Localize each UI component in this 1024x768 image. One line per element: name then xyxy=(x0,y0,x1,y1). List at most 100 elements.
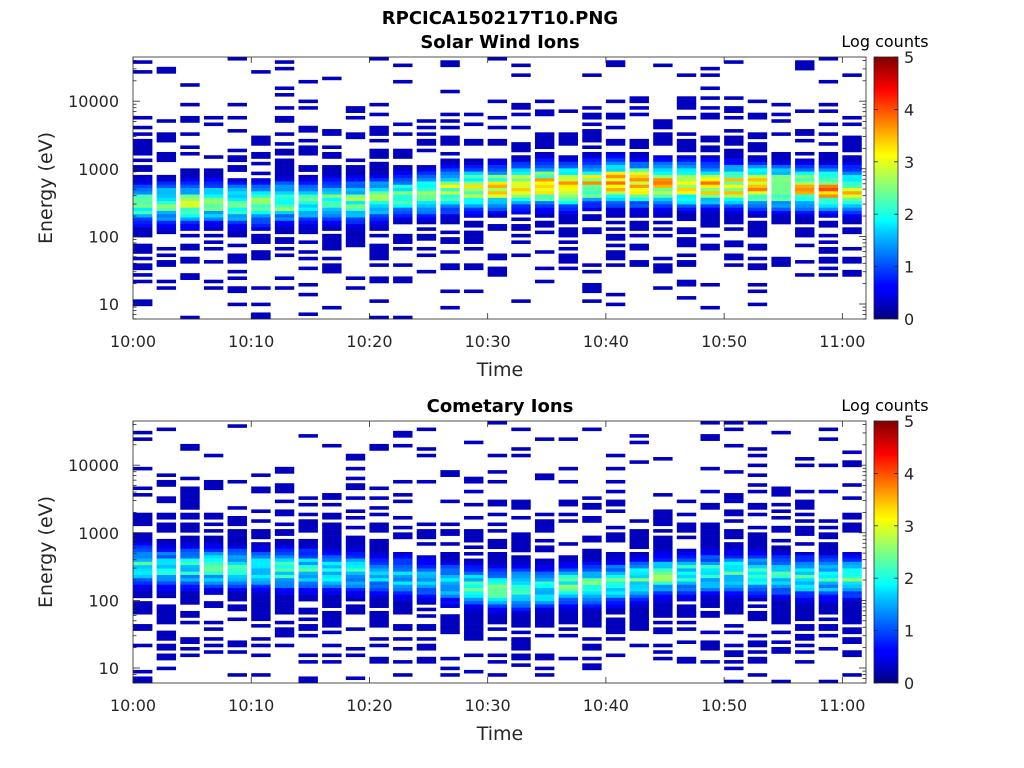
heatmap-cell xyxy=(156,610,177,615)
heatmap-cell xyxy=(842,158,862,163)
colorbar-label-solar-wind: Log counts xyxy=(841,32,928,51)
heatmap-cell xyxy=(322,174,342,179)
heatmap-cell xyxy=(653,568,673,572)
heatmap-cell xyxy=(133,430,153,435)
heatmap-cell xyxy=(842,483,862,487)
heatmap-cell xyxy=(629,227,649,231)
heatmap-cell xyxy=(534,135,555,140)
heatmap-cell xyxy=(322,266,342,271)
heatmap-cell xyxy=(724,548,744,553)
heatmap-cell xyxy=(227,233,247,238)
heatmap-cell xyxy=(795,178,815,182)
heatmap-cell xyxy=(298,224,318,228)
heatmap-cell xyxy=(227,276,247,280)
heatmap-cell xyxy=(511,571,531,576)
heatmap-cell xyxy=(227,188,247,192)
heatmap-cell xyxy=(487,210,508,215)
heatmap-cell xyxy=(180,493,200,497)
heatmap-cell xyxy=(534,191,555,195)
heatmap-cell xyxy=(653,620,673,625)
heatmap-cell xyxy=(464,568,484,572)
heatmap-cell xyxy=(629,155,649,159)
heatmap-cell xyxy=(676,597,697,602)
heatmap-cell xyxy=(227,522,247,527)
heatmap-cell xyxy=(511,453,531,458)
heatmap-cell xyxy=(393,434,413,438)
heatmap-cell xyxy=(393,207,413,212)
heatmap-cell xyxy=(582,496,602,500)
heatmap-cell xyxy=(558,142,578,146)
heatmap-cell xyxy=(605,250,626,254)
heatmap-cell xyxy=(274,158,295,163)
heatmap-cell xyxy=(724,529,744,533)
heatmap-cell xyxy=(440,601,460,605)
heatmap-cell xyxy=(795,584,815,589)
heatmap-cell xyxy=(724,545,744,550)
heatmap-cell xyxy=(676,610,697,615)
heatmap-cell xyxy=(676,148,697,153)
heatmap-cell xyxy=(582,610,602,615)
heatmap-cell xyxy=(345,233,366,238)
heatmap-cell xyxy=(369,184,389,189)
heatmap-cell xyxy=(156,643,177,648)
heatmap-cell xyxy=(322,191,342,195)
heatmap-cell xyxy=(227,302,247,307)
heatmap-cell xyxy=(416,119,437,123)
heatmap-cell xyxy=(629,214,649,218)
heatmap-cell xyxy=(227,260,247,264)
heatmap-cell xyxy=(416,558,437,563)
heatmap-cell xyxy=(345,210,366,215)
heatmap-cell xyxy=(393,79,413,84)
heatmap-cell xyxy=(203,535,224,540)
heatmap-cell xyxy=(487,214,508,218)
heatmap-cell xyxy=(156,70,177,74)
heatmap-cell xyxy=(842,148,862,153)
heatmap-cell xyxy=(274,253,295,258)
heatmap-cell xyxy=(133,486,153,491)
heatmap-cell xyxy=(771,217,791,222)
heatmap-cell xyxy=(724,178,744,182)
heatmap-cell xyxy=(369,538,389,543)
heatmap-cell xyxy=(724,201,744,205)
heatmap-cell xyxy=(676,548,697,553)
heatmap-cell xyxy=(629,174,649,179)
heatmap-cell xyxy=(227,424,247,428)
heatmap-cell xyxy=(676,210,697,215)
heatmap-cell xyxy=(274,132,295,136)
heatmap-cell xyxy=(487,594,508,599)
heatmap-cell xyxy=(700,161,720,166)
heatmap-cell xyxy=(156,604,177,608)
heatmap-cell xyxy=(393,63,413,68)
heatmap-cell xyxy=(582,178,602,182)
heatmap-cell xyxy=(676,512,697,517)
heatmap-cell xyxy=(251,607,271,612)
heatmap-cell xyxy=(676,165,697,169)
heatmap-cell xyxy=(369,224,389,228)
heatmap-cell xyxy=(251,532,271,536)
heatmap-cell xyxy=(700,601,720,605)
heatmap-cell xyxy=(156,630,177,635)
heatmap-cell xyxy=(464,122,484,127)
heatmap-cell xyxy=(156,260,177,264)
heatmap-cell xyxy=(534,184,555,189)
heatmap-cell xyxy=(416,571,437,576)
heatmap-cell xyxy=(133,125,153,130)
heatmap-cell xyxy=(369,197,389,202)
heatmap-cell xyxy=(203,453,224,458)
heatmap-cell xyxy=(605,604,626,608)
heatmap-cell xyxy=(582,181,602,186)
heatmap-cell xyxy=(156,633,177,638)
heatmap-cell xyxy=(534,571,555,576)
heatmap-cell xyxy=(771,191,791,195)
heatmap-cell xyxy=(274,119,295,123)
heatmap-cell xyxy=(700,646,720,651)
heatmap-cell xyxy=(440,151,460,156)
heatmap-cell xyxy=(842,194,862,199)
heatmap-cell xyxy=(487,660,508,664)
colorbar-tick-label: 1 xyxy=(904,258,914,277)
heatmap-cell xyxy=(771,561,791,566)
heatmap-cell xyxy=(345,165,366,169)
heatmap-cell xyxy=(274,168,295,172)
heatmap-cell xyxy=(298,188,318,192)
heatmap-cell xyxy=(605,620,626,625)
